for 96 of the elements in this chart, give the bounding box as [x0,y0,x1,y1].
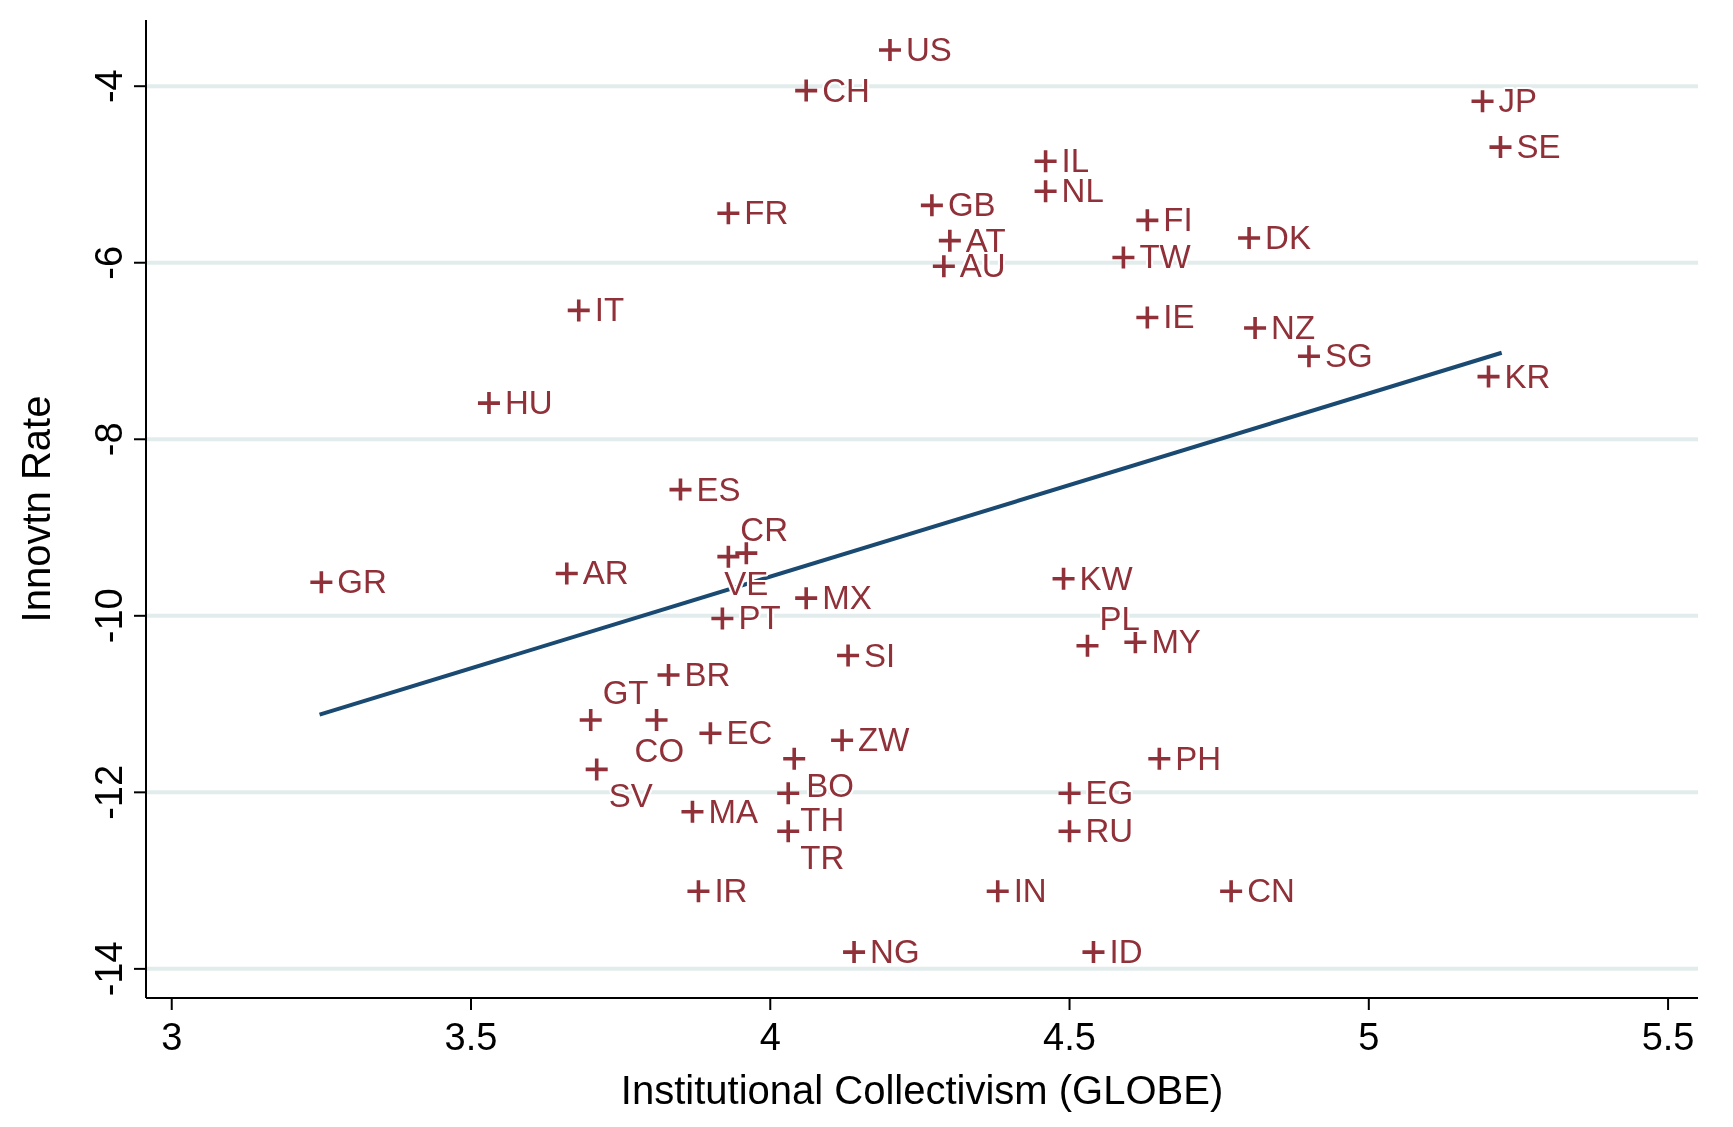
point [681,800,704,823]
y-axis-title: Innovtn Rate [14,395,58,623]
x-tick-label: 4.5 [1043,1016,1096,1058]
data-label: MA [708,792,758,830]
point [1471,90,1494,113]
x-tick-label: 5 [1358,1016,1380,1058]
point [878,39,901,62]
data-label: IR [714,872,748,910]
data-label: PT [738,599,781,637]
y-tick-label: -12 [88,764,130,820]
data-label: IT [594,291,625,329]
point [1244,317,1267,340]
data-label: PL [1099,599,1140,637]
point [1076,634,1099,657]
data-label: TR [800,839,845,877]
data-label: ID [1109,933,1143,971]
data-label: CR [740,510,789,548]
data-label: SV [608,777,653,815]
data-label: NG [870,933,920,971]
x-tick-label: 4 [759,1016,781,1058]
data-label: IN [1013,872,1047,910]
point [1124,631,1147,654]
y-tick-label: -6 [88,245,130,280]
point [783,747,806,770]
point [645,708,668,731]
point [1058,820,1081,843]
point [1238,227,1261,250]
point [932,255,955,278]
point [310,571,333,594]
point [699,722,722,745]
data-label: CH [822,71,870,109]
x-axis-title: Institutional Collectivism (GLOBE) [620,1068,1224,1112]
point [567,299,590,322]
data-label: IE [1163,298,1195,336]
point [795,587,818,610]
point [1220,880,1243,903]
point [657,663,680,686]
data-label: JP [1498,82,1538,120]
point [795,79,818,102]
point [777,782,800,805]
data-label: TW [1139,238,1192,276]
point [843,941,866,964]
point [777,820,800,843]
point [920,194,943,217]
point [1058,782,1081,805]
point [1082,941,1105,964]
data-label: NZ [1271,309,1316,347]
point [986,880,1009,903]
data-label: SE [1516,128,1561,166]
point [555,562,578,585]
data-label: GR [337,563,387,601]
data-label: FR [744,194,789,232]
point [735,542,758,565]
data-label: KR [1504,357,1551,395]
point [1034,150,1057,173]
data-label: GT [602,673,649,711]
x-tick-label: 3.5 [444,1016,498,1058]
point [1148,747,1171,770]
point [1034,180,1057,203]
y-tick-label: -14 [88,941,130,997]
data-label: GB [947,186,996,224]
data-label: SG [1324,337,1373,375]
data-label: KW [1079,559,1134,597]
y-tick-label: -8 [88,422,130,457]
point [1052,567,1075,590]
data-label: BO [806,766,854,804]
point [831,729,854,752]
y-tick-label: -4 [88,69,130,104]
point [1489,136,1512,159]
data-label: HU [504,384,553,422]
data-label: ZW [858,721,911,759]
x-tick-label: 3 [161,1016,183,1058]
data-label: TH [800,801,845,839]
data-label: MX [822,579,872,617]
point [477,392,500,415]
data-label: AR [582,554,629,592]
data-label: EG [1085,774,1134,812]
data-label: US [905,31,952,69]
y-tick-label: -10 [88,588,130,644]
data-label: ES [696,470,741,508]
data-label: EC [726,714,773,752]
data-label: PH [1175,739,1222,777]
data-label: MY [1151,623,1201,661]
point [1297,345,1320,368]
data-label: CO [634,731,685,769]
x-tick-label: 5.5 [1641,1016,1695,1058]
point [938,229,961,252]
data-label: SI [864,636,896,674]
data-label: FI [1163,201,1193,239]
data-label: DK [1265,219,1311,257]
data-label: CN [1247,872,1295,910]
data-label: BR [684,655,731,693]
point [687,880,710,903]
data-label: RU [1085,812,1134,850]
point [837,644,860,667]
point [579,708,602,731]
